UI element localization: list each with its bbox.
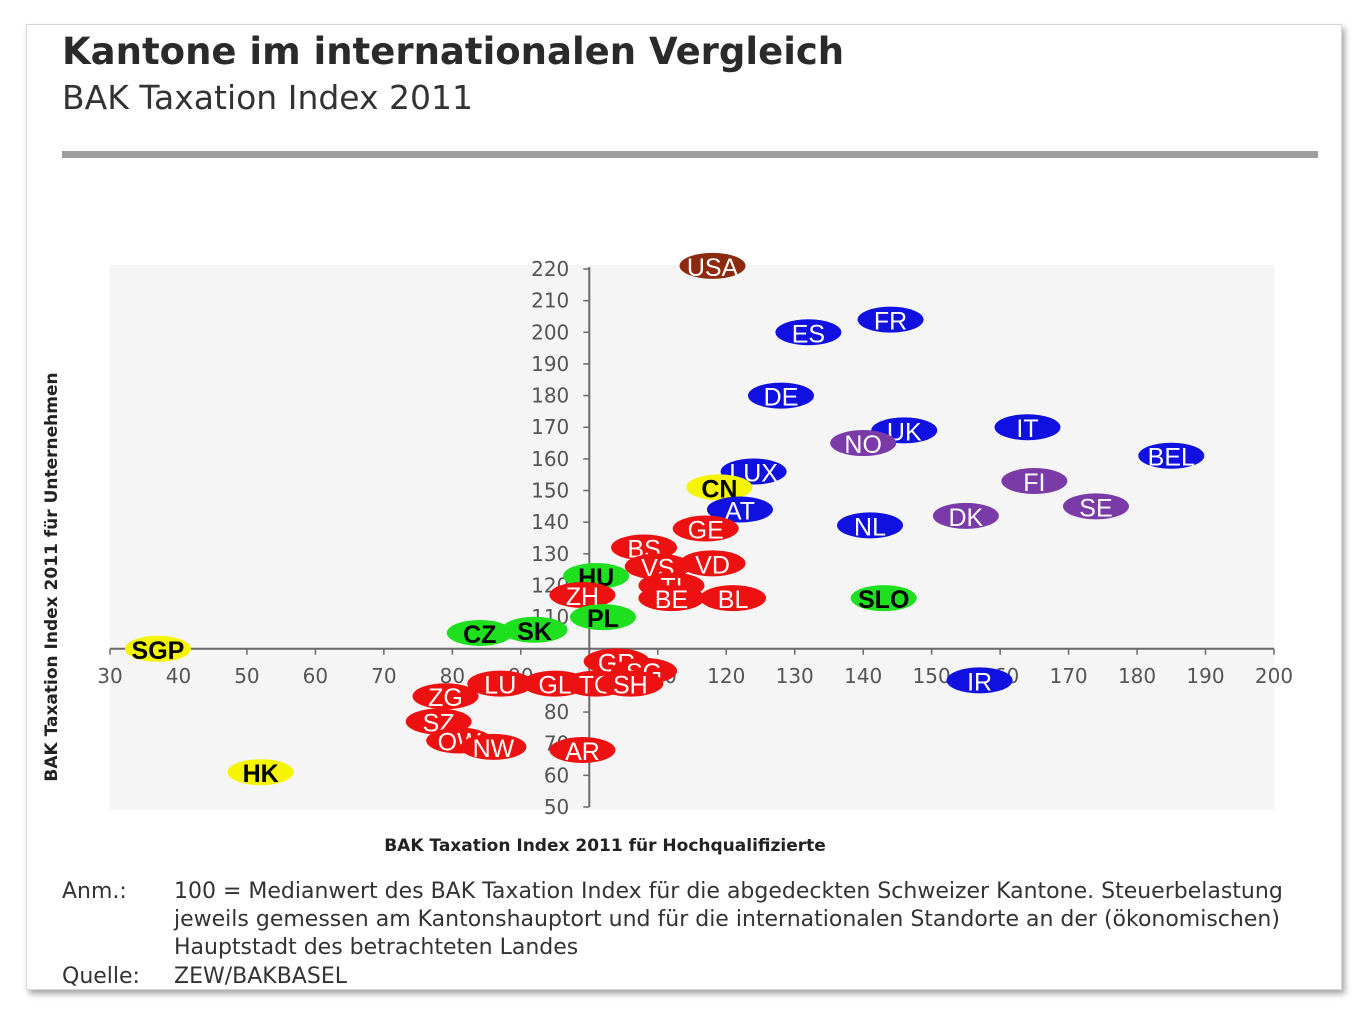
data-point-label: ES [792, 320, 825, 348]
data-point [672, 515, 739, 542]
data-point [830, 430, 897, 457]
data-point [501, 616, 568, 643]
data-point [569, 604, 636, 631]
data-point [227, 759, 294, 786]
data-point [706, 496, 773, 523]
x-tick-label: 200 [1255, 664, 1293, 688]
y-tick-label: 150 [531, 479, 569, 503]
data-point [850, 585, 917, 612]
y-tick-label: 180 [531, 384, 569, 408]
x-tick-label: 120 [707, 664, 745, 688]
y-tick-label: 50 [544, 795, 569, 819]
data-point [1138, 442, 1205, 469]
data-point [837, 512, 904, 539]
x-tick-label: 150 [913, 664, 951, 688]
y-tick-label: 200 [531, 320, 569, 344]
data-point-label: FR [874, 308, 907, 336]
data-point [597, 670, 664, 697]
data-point-label: GE [688, 517, 724, 545]
data-point [460, 733, 527, 760]
data-point [1062, 493, 1129, 520]
data-point-label: LU [484, 672, 516, 700]
data-point-label: ZG [428, 684, 463, 712]
data-point [638, 585, 705, 612]
data-point [679, 252, 746, 279]
data-point-label: DK [949, 504, 984, 532]
x-axis-title: BAK Taxation Index 2011 für Hochqualifiz… [384, 836, 826, 856]
data-point-label: FI [1023, 469, 1045, 497]
data-point-label: NO [844, 431, 882, 459]
x-tick-label: 70 [371, 664, 396, 688]
data-point-label: SK [517, 618, 552, 646]
data-point [467, 670, 534, 697]
data-point [124, 635, 191, 662]
data-point-label: SLO [858, 586, 909, 614]
data-point-label: BE [655, 586, 688, 614]
y-tick-label: 190 [531, 352, 569, 376]
data-point [775, 319, 842, 346]
source-text: ZEW/BAKBASEL [174, 964, 347, 989]
x-tick-label: 40 [166, 664, 191, 688]
x-tick-label: 50 [234, 664, 259, 688]
data-point [748, 382, 815, 409]
data-point-label: DE [764, 384, 799, 412]
data-point-label: BEL [1148, 444, 1195, 472]
data-point-label: VD [695, 551, 730, 579]
x-tick-label: 190 [1186, 664, 1224, 688]
x-tick-label: 30 [97, 664, 122, 688]
data-point [932, 502, 999, 529]
data-point [549, 581, 616, 608]
data-point-label: NL [854, 513, 886, 541]
data-point-label: IR [967, 668, 992, 696]
note-label: Anm.: [62, 879, 127, 904]
y-tick-label: 220 [531, 257, 569, 281]
x-tick-label: 140 [844, 664, 882, 688]
data-point-label: SE [1079, 494, 1112, 522]
y-tick-label: 140 [531, 510, 569, 534]
data-point [679, 550, 746, 577]
data-point-label: SH [613, 672, 648, 700]
y-tick-label: 80 [544, 700, 569, 724]
data-point [1001, 468, 1068, 495]
x-tick-label: 130 [776, 664, 814, 688]
y-tick-label: 60 [544, 763, 569, 787]
page-subtitle: BAK Taxation Index 2011 [62, 78, 474, 117]
y-tick-label: 170 [531, 415, 569, 439]
data-point-label: SGP [132, 637, 185, 665]
title-divider [62, 151, 1318, 158]
y-tick-label: 130 [531, 542, 569, 566]
data-point [446, 619, 513, 646]
y-tick-label: 160 [531, 447, 569, 471]
page-title: Kantone im internationalen Vergleich [62, 30, 845, 73]
data-point [412, 683, 479, 710]
data-point [549, 737, 616, 764]
y-axis-title: BAK Taxation Index 2011 für Unternehmen [42, 372, 62, 782]
data-point [686, 474, 753, 501]
note-text: 100 = Medianwert des BAK Taxation Index … [174, 879, 1283, 960]
data-point-label: NW [473, 735, 515, 763]
x-tick-label: 180 [1118, 664, 1156, 688]
data-point-label: BL [718, 586, 749, 614]
data-point-label: HK [243, 760, 279, 788]
y-tick-label: 210 [531, 289, 569, 313]
data-point-label: IT [1016, 415, 1038, 443]
x-tick-label: 170 [1049, 664, 1087, 688]
source-label: Quelle: [62, 964, 140, 989]
x-tick-label: 60 [303, 664, 328, 688]
data-point-label: USA [687, 254, 739, 282]
data-point [994, 414, 1061, 441]
data-point-label: CZ [463, 621, 496, 649]
data-point [700, 585, 767, 612]
data-point [857, 306, 924, 333]
data-point-label: AR [565, 738, 600, 766]
data-point [946, 667, 1013, 694]
data-point-label: PL [587, 605, 619, 633]
